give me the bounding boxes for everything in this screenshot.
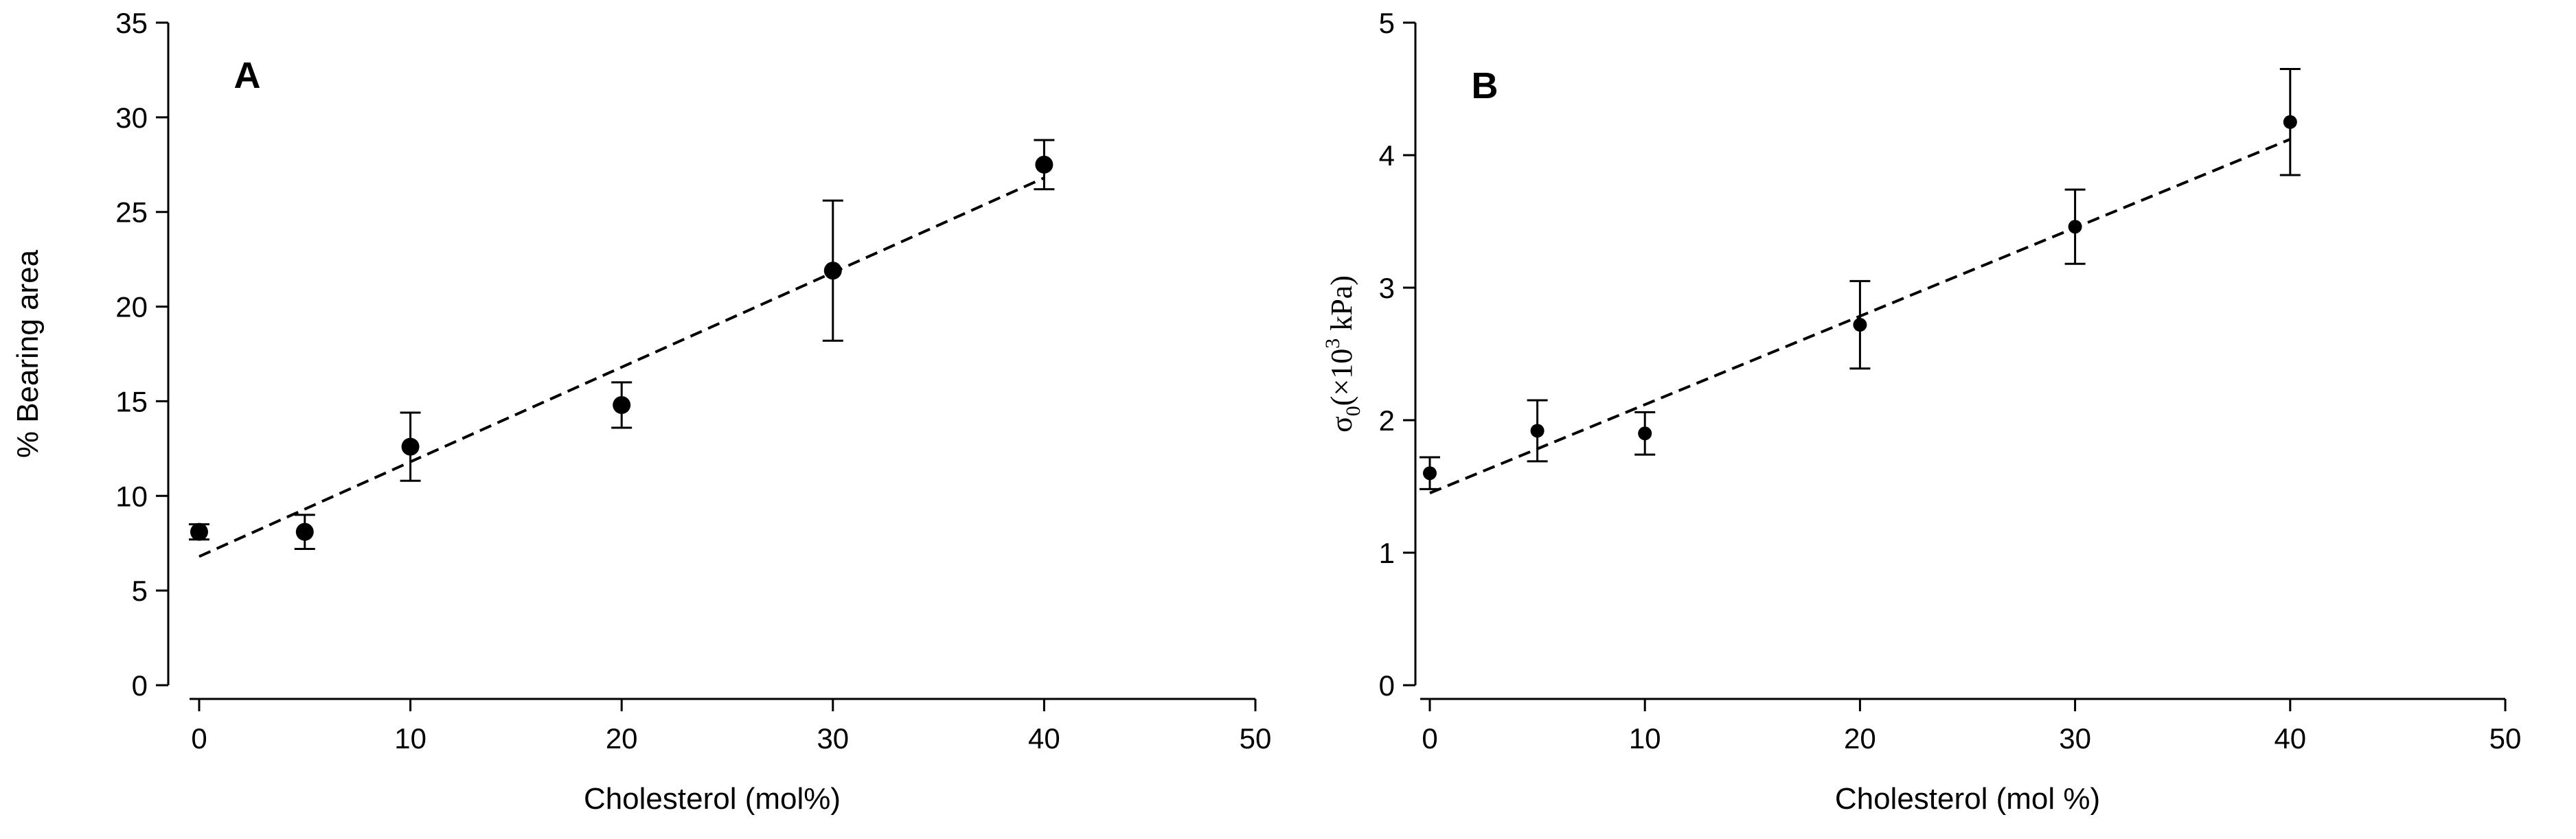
data-point: [1530, 424, 1545, 438]
x-tick-label: 30: [2059, 722, 2091, 755]
data-point: [401, 437, 420, 456]
x-tick-label: 0: [191, 722, 207, 755]
x-axis-title: Cholesterol (mol%): [584, 782, 841, 816]
x-tick-label: 50: [2489, 722, 2522, 755]
y-tick-label: 5: [132, 575, 148, 607]
data-point: [1035, 155, 1053, 174]
data-point: [295, 522, 314, 541]
y-tick-label: 4: [1379, 139, 1395, 172]
y-tick-label: 0: [1379, 669, 1395, 702]
x-tick-label: 0: [1422, 722, 1437, 755]
x-tick-label: 10: [394, 722, 426, 755]
y-tick-label: 2: [1379, 404, 1395, 437]
y-tick-label: 25: [115, 196, 148, 229]
y-axis-title: % Bearing area: [11, 249, 45, 458]
data-point: [2283, 115, 2297, 129]
data-point: [613, 395, 631, 414]
x-axis-title: Cholesterol (mol %): [1835, 782, 2100, 816]
y-axis-title-symbol: σ: [1325, 416, 1358, 433]
y-tick-label: 5: [1379, 7, 1395, 39]
data-point: [190, 522, 208, 541]
x-tick-label: 20: [606, 722, 638, 755]
y-tick-label: 35: [115, 7, 148, 39]
y-tick-label: 10: [115, 480, 148, 512]
y-axis-title-close: kPa): [1325, 275, 1358, 338]
x-tick-label: 30: [817, 722, 849, 755]
y-tick-label: 30: [115, 102, 148, 134]
y-tick-label: 20: [115, 291, 148, 323]
x-tick-label: 20: [1844, 722, 1876, 755]
x-tick-label: 40: [1028, 722, 1060, 755]
chart-panel-a: 0 5 10 15 20 25 30 35 0 10 20 30 40 50 Cholesterol (mo…: [11, 7, 1271, 816]
x-tick-label: 10: [1629, 722, 1661, 755]
data-point: [2068, 220, 2082, 234]
data-point: [823, 262, 842, 280]
data-point: [1638, 426, 1652, 441]
y-axis-title-open: (×10: [1325, 349, 1358, 406]
y-axis-title: σ0(×103 kPa): [1321, 275, 1365, 433]
y-axis-title-subscript: 0: [1342, 406, 1365, 416]
y-tick-label: 0: [132, 669, 148, 702]
y-tick-label: 15: [115, 385, 148, 417]
y-tick-label: 3: [1379, 272, 1395, 304]
data-point: [1423, 466, 1437, 481]
y-tick-label: 1: [1379, 537, 1395, 569]
panel-letter: A: [234, 55, 261, 96]
fit-line: [198, 176, 1045, 558]
panel-letter: B: [1472, 65, 1498, 106]
y-axis-title-superscript: 3: [1321, 338, 1344, 349]
x-tick-label: 50: [1240, 722, 1272, 755]
data-point: [1853, 318, 1867, 332]
x-tick-label: 40: [2274, 722, 2306, 755]
